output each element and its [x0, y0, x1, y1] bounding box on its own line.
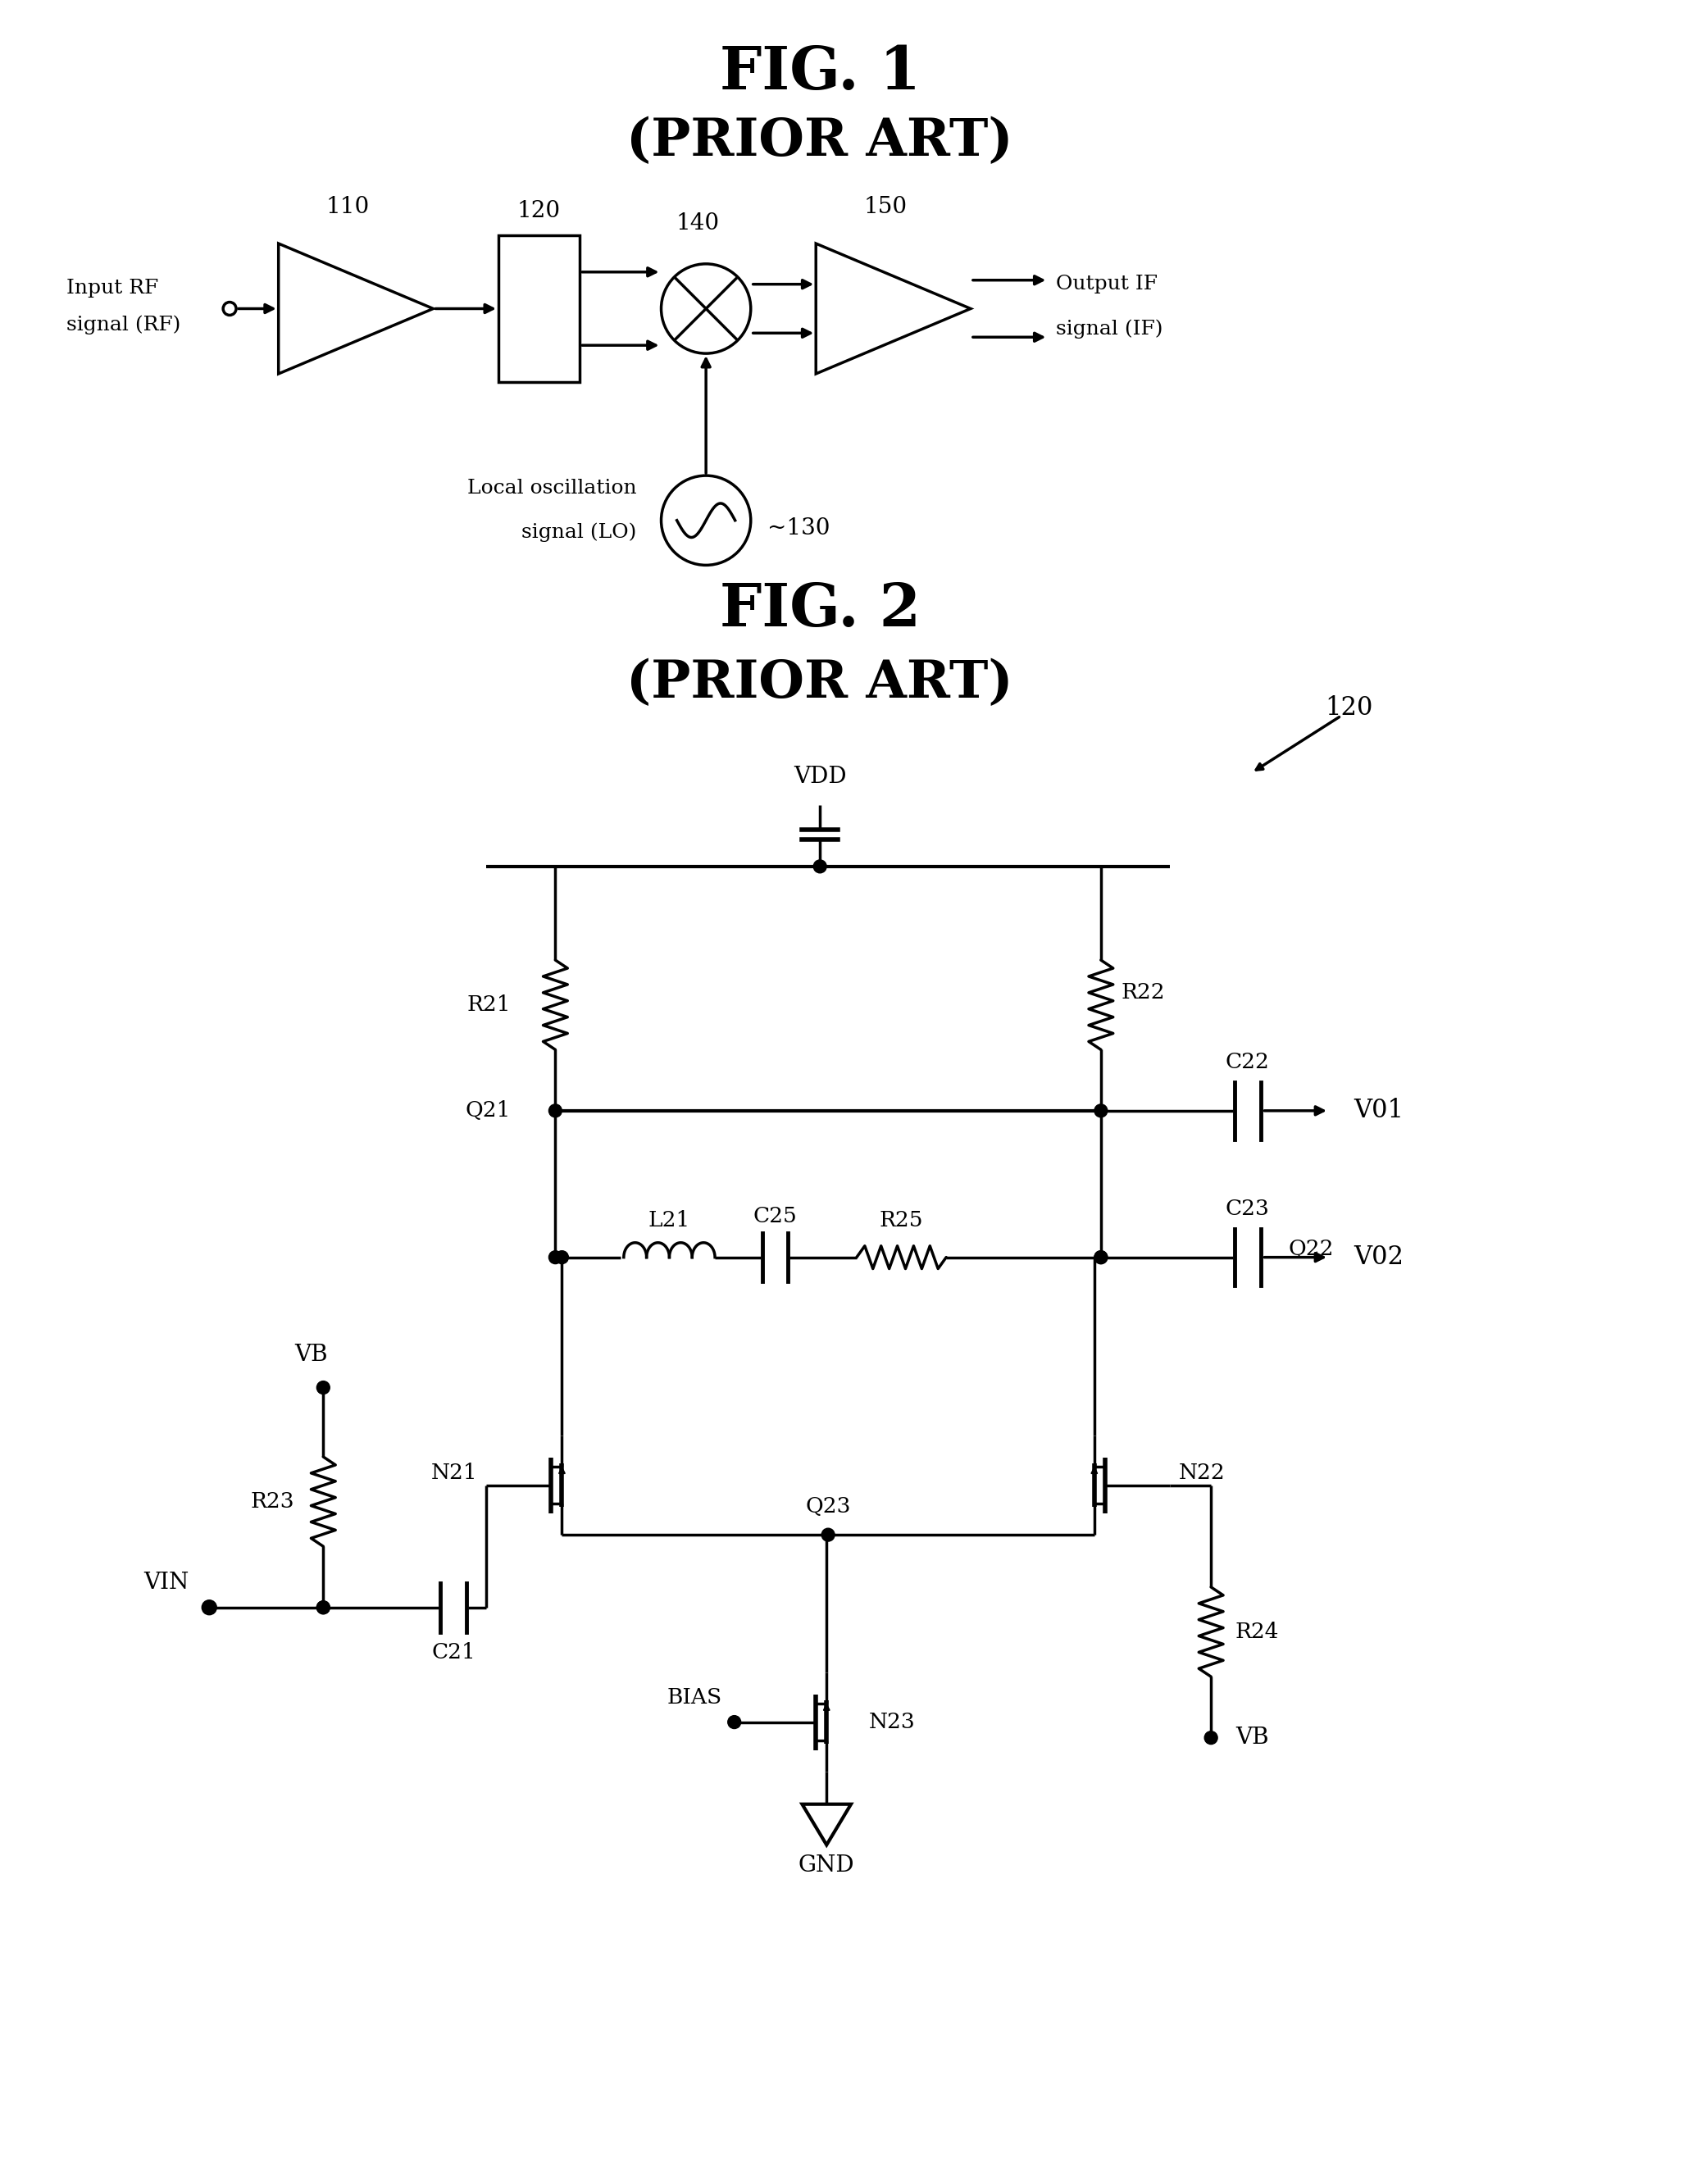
Text: C22: C22 [1225, 1053, 1269, 1072]
Text: C21: C21 [432, 1642, 476, 1662]
Text: N22: N22 [1178, 1463, 1225, 1483]
Text: ~130: ~130 [766, 518, 830, 539]
Text: VDD: VDD [793, 767, 846, 788]
Text: L21: L21 [648, 1210, 690, 1232]
Text: Q21: Q21 [466, 1101, 510, 1120]
Text: C23: C23 [1225, 1199, 1269, 1219]
Text: V01: V01 [1354, 1099, 1403, 1123]
Text: R25: R25 [879, 1210, 923, 1232]
Text: R22: R22 [1121, 983, 1165, 1002]
Text: 140: 140 [677, 212, 719, 234]
Text: FIG. 2: FIG. 2 [719, 581, 920, 640]
Text: GND: GND [798, 1854, 854, 1876]
Text: R23: R23 [252, 1492, 295, 1511]
Circle shape [1094, 1251, 1107, 1265]
Bar [498, 236, 579, 382]
Text: 120: 120 [1325, 695, 1374, 721]
Text: Input RF: Input RF [68, 280, 159, 297]
Circle shape [317, 1380, 329, 1393]
Text: N23: N23 [869, 1712, 915, 1732]
Text: Output IF: Output IF [1057, 275, 1158, 293]
Text: (PRIOR ART): (PRIOR ART) [626, 657, 1013, 708]
Text: Q22: Q22 [1288, 1238, 1334, 1260]
Text: Q23: Q23 [805, 1496, 851, 1516]
Circle shape [814, 860, 827, 874]
Text: FIG. 1: FIG. 1 [719, 44, 920, 103]
Text: VB: VB [294, 1343, 327, 1365]
Circle shape [549, 1251, 562, 1265]
Text: R21: R21 [466, 994, 510, 1016]
Text: R24: R24 [1236, 1623, 1280, 1642]
Circle shape [555, 1251, 569, 1265]
Circle shape [317, 1601, 329, 1614]
Circle shape [728, 1717, 741, 1728]
Text: 110: 110 [326, 197, 370, 218]
Text: VB: VB [1236, 1728, 1269, 1749]
Circle shape [203, 1601, 216, 1614]
Text: signal (IF): signal (IF) [1057, 319, 1163, 339]
Text: signal (RF): signal (RF) [68, 314, 181, 334]
Circle shape [822, 1529, 834, 1542]
Text: V02: V02 [1354, 1245, 1403, 1271]
Text: N21: N21 [432, 1463, 478, 1483]
Circle shape [1094, 1251, 1107, 1265]
Text: (PRIOR ART): (PRIOR ART) [626, 116, 1013, 166]
Text: Local oscillation: Local oscillation [468, 478, 636, 498]
Circle shape [317, 1601, 329, 1614]
Text: 150: 150 [863, 197, 906, 218]
Text: C25: C25 [753, 1206, 797, 1227]
Text: BIAS: BIAS [667, 1688, 722, 1708]
Circle shape [1094, 1105, 1107, 1118]
Circle shape [549, 1105, 562, 1118]
Text: 120: 120 [517, 201, 560, 223]
Text: VIN: VIN [143, 1572, 189, 1594]
Circle shape [1205, 1732, 1217, 1745]
Text: signal (LO): signal (LO) [522, 522, 636, 542]
